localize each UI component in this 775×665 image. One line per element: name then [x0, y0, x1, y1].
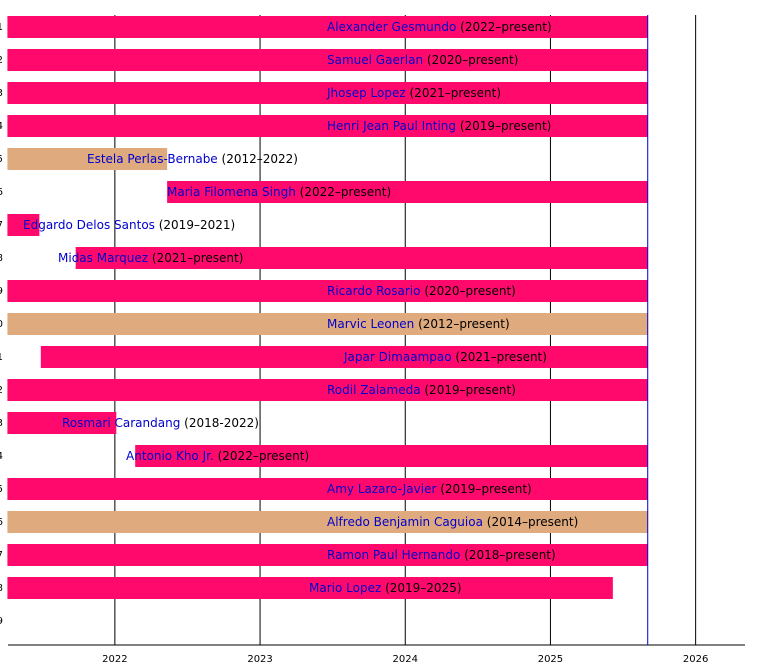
period: (2018-2022) [184, 416, 259, 430]
period: (2019–present) [440, 482, 532, 496]
name: Marvic Leonen [327, 317, 414, 331]
row-label: 5 [0, 154, 3, 165]
name: Maria Filomena Singh [167, 185, 296, 199]
bar-label: Edgardo Delos Santos (2019–2021) [23, 218, 235, 232]
bar [7, 412, 117, 434]
row-label: 18 [0, 583, 3, 594]
name: Rodil Zalameda [327, 383, 421, 397]
bar-label: Henri Jean Paul Inting (2019–present) [327, 119, 551, 133]
row-label: 2 [0, 55, 3, 66]
bar-label: Mario Lopez (2019–2025) [309, 581, 462, 595]
bar [135, 445, 648, 467]
bar-label: Maria Filomena Singh (2022–present) [167, 185, 391, 199]
x-tick-label: 2026 [683, 654, 708, 665]
period: (2012–2022) [222, 152, 298, 166]
name: Japar Dimaampao [343, 350, 452, 364]
name: Alfredo Benjamin Caguioa [327, 515, 483, 529]
name: Estela Perlas-Bernabe [87, 152, 218, 166]
row-label: 17 [0, 550, 3, 561]
period: (2019–2025) [385, 581, 461, 595]
period: (2021–present) [152, 251, 244, 265]
bar [7, 148, 168, 170]
period: (2019–2021) [159, 218, 235, 232]
row-label: 9 [0, 286, 3, 297]
name: Ricardo Rosario [327, 284, 420, 298]
bar [7, 511, 648, 533]
bar-label: Japar Dimaampao (2021–present) [343, 350, 547, 364]
row-label: 15 [0, 484, 3, 495]
bar [40, 346, 648, 368]
row-label: 11 [0, 352, 3, 363]
bar [7, 313, 648, 335]
bar-label: Estela Perlas-Bernabe (2012–2022) [87, 152, 298, 166]
bar [7, 49, 648, 71]
period: (2022–present) [460, 20, 552, 34]
row-label: 1 [0, 22, 3, 33]
name: Edgardo Delos Santos [23, 218, 155, 232]
row-label: 6 [0, 187, 3, 198]
bar-label: Samuel Gaerlan (2020–present) [327, 53, 518, 67]
bar-label: Amy Lazaro-Javier (2019–present) [327, 482, 532, 496]
name: Midas Marquez [58, 251, 148, 265]
name: Rosmari Carandang [62, 416, 180, 430]
period: (2020–present) [427, 53, 519, 67]
bar-label: Midas Marquez (2021–present) [58, 251, 243, 265]
bar [167, 181, 648, 203]
period: (2021–present) [455, 350, 547, 364]
bar [7, 544, 648, 566]
row-label: 8 [0, 253, 3, 264]
name: Ramon Paul Hernando [327, 548, 460, 562]
bar [7, 379, 648, 401]
bar [7, 214, 40, 236]
row-label: 12 [0, 385, 3, 396]
name: Jhosep Lopez [326, 86, 406, 100]
bar [7, 478, 648, 500]
x-tick-label: 2024 [393, 654, 418, 665]
bar-label: Rodil Zalameda (2019–present) [327, 383, 516, 397]
bar-label: Antonio Kho Jr. (2022–present) [126, 449, 309, 463]
row-label: 3 [0, 88, 3, 99]
x-tick-label: 2025 [538, 654, 563, 665]
period: (2019–present) [460, 119, 552, 133]
name: Alexander Gesmundo [327, 20, 456, 34]
name: Amy Lazaro-Javier [327, 482, 436, 496]
bar-label: Alfredo Benjamin Caguioa (2014–present) [327, 515, 578, 529]
row-label: 19 [0, 616, 3, 627]
period: (2022–present) [218, 449, 310, 463]
row-label: 13 [0, 418, 3, 429]
name: Henri Jean Paul Inting [327, 119, 456, 133]
row-label: 7 [0, 220, 3, 231]
bar-label: Ricardo Rosario (2020–present) [327, 284, 516, 298]
bar [7, 280, 648, 302]
name: Antonio Kho Jr. [126, 449, 214, 463]
row-label: 14 [0, 451, 3, 462]
bar-label: Rosmari Carandang (2018-2022) [62, 416, 259, 430]
period: (2020–present) [424, 284, 516, 298]
period: (2014–present) [487, 515, 579, 529]
row-label: 16 [0, 517, 3, 528]
row-label: 4 [0, 121, 3, 132]
bar [7, 82, 648, 104]
row-label: 10 [0, 319, 3, 330]
bar-label: Marvic Leonen (2012–present) [327, 317, 510, 331]
period: (2021–present) [410, 86, 502, 100]
x-tick-label: 2022 [102, 654, 127, 665]
name: Mario Lopez [309, 581, 381, 595]
bar-label: Jhosep Lopez (2021–present) [326, 86, 501, 100]
bar [7, 115, 648, 137]
name: Samuel Gaerlan [327, 53, 423, 67]
bar [7, 16, 648, 38]
bar [7, 577, 613, 599]
period: (2018–present) [464, 548, 556, 562]
x-tick-label: 2023 [247, 654, 272, 665]
bar-label: Alexander Gesmundo (2022–present) [327, 20, 552, 34]
period: (2019–present) [424, 383, 516, 397]
period: (2022–present) [300, 185, 392, 199]
bar [75, 247, 648, 269]
bar-label: Ramon Paul Hernando (2018–present) [327, 548, 556, 562]
period: (2012–present) [418, 317, 510, 331]
